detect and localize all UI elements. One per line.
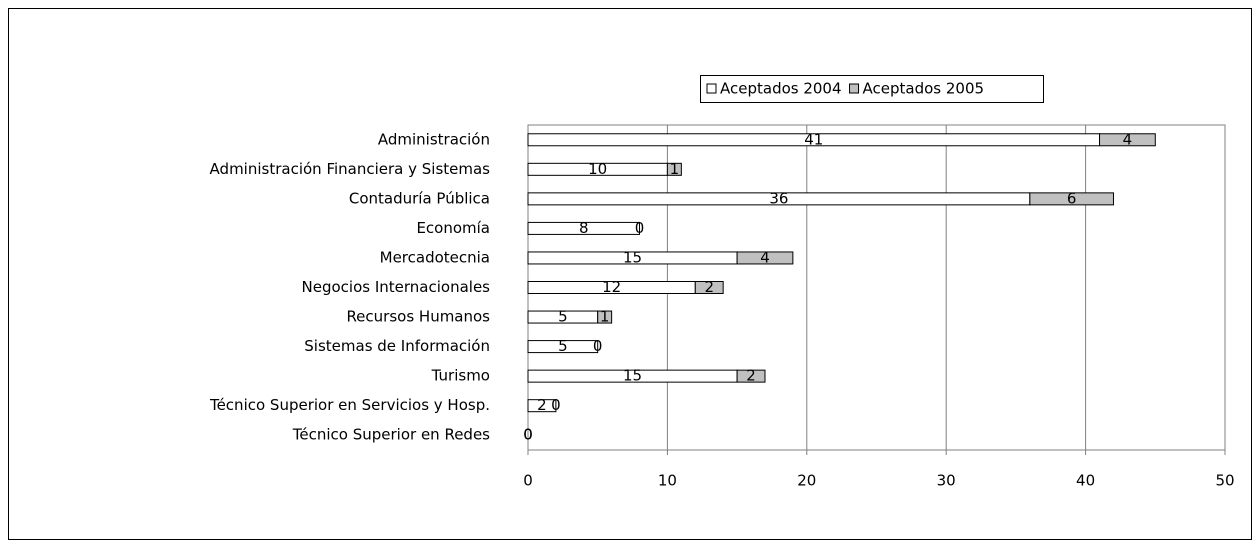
bar [527, 399, 557, 413]
data-label: 0 [635, 219, 645, 237]
bar [527, 221, 641, 235]
data-label: 4 [1123, 130, 1133, 148]
bar [527, 340, 599, 354]
bar [694, 281, 724, 294]
data-label: 0 [593, 337, 603, 355]
legend-label: Aceptados 2004 [720, 80, 842, 98]
bar [666, 162, 682, 176]
data-label: 5 [558, 337, 568, 355]
data-label: 1 [600, 308, 610, 326]
category-label: Sistemas de Información [304, 337, 490, 355]
category-label: Recursos Humanos [346, 308, 490, 326]
bar [736, 251, 794, 265]
category-label: Turismo [431, 367, 490, 385]
data-label: 2 [704, 278, 714, 296]
legend-swatch [706, 83, 717, 94]
x-tick-label: 10 [658, 472, 677, 490]
x-tick-label: 30 [937, 472, 956, 490]
data-label: 0 [523, 426, 533, 444]
category-label: Economía [416, 219, 490, 237]
data-label: 0 [551, 396, 561, 414]
x-tick-label: 20 [797, 472, 816, 490]
x-tick-label: 0 [523, 472, 533, 490]
data-label: 1 [670, 160, 680, 178]
x-tick-label: 50 [1215, 472, 1234, 490]
bar [736, 369, 766, 383]
data-label: 41 [804, 130, 823, 148]
data-label: 15 [623, 367, 642, 385]
category-label: Contaduría Pública [349, 189, 490, 207]
category-label: Técnico Superior en Servicios y Hosp. [209, 396, 490, 414]
category-label: Mercadotecnia [380, 248, 490, 266]
data-label: 2 [746, 367, 756, 385]
data-label: 15 [623, 248, 642, 266]
category-label: Administración Financiera y Sistemas [210, 160, 491, 178]
data-label: 10 [588, 160, 607, 178]
category-label: Negocios Internacionales [302, 278, 491, 296]
category-label: Administración [378, 130, 490, 148]
data-label: 36 [769, 189, 788, 207]
bar [1029, 192, 1114, 206]
data-label: 6 [1067, 189, 1077, 207]
data-label: 12 [602, 278, 621, 296]
bar [1099, 133, 1156, 147]
legend-box [700, 75, 1044, 103]
category-label: Técnico Superior en Redes [292, 426, 490, 444]
data-label: 2 [537, 396, 547, 414]
chart-border [8, 8, 1252, 540]
data-label: 4 [760, 248, 770, 266]
x-tick-label: 40 [1076, 472, 1095, 490]
data-label: 8 [579, 219, 589, 237]
bar [597, 310, 613, 324]
data-label: 0 [523, 426, 533, 444]
legend-swatch [849, 83, 860, 94]
data-label: 5 [558, 308, 568, 326]
legend-label: Aceptados 2005 [863, 80, 985, 98]
